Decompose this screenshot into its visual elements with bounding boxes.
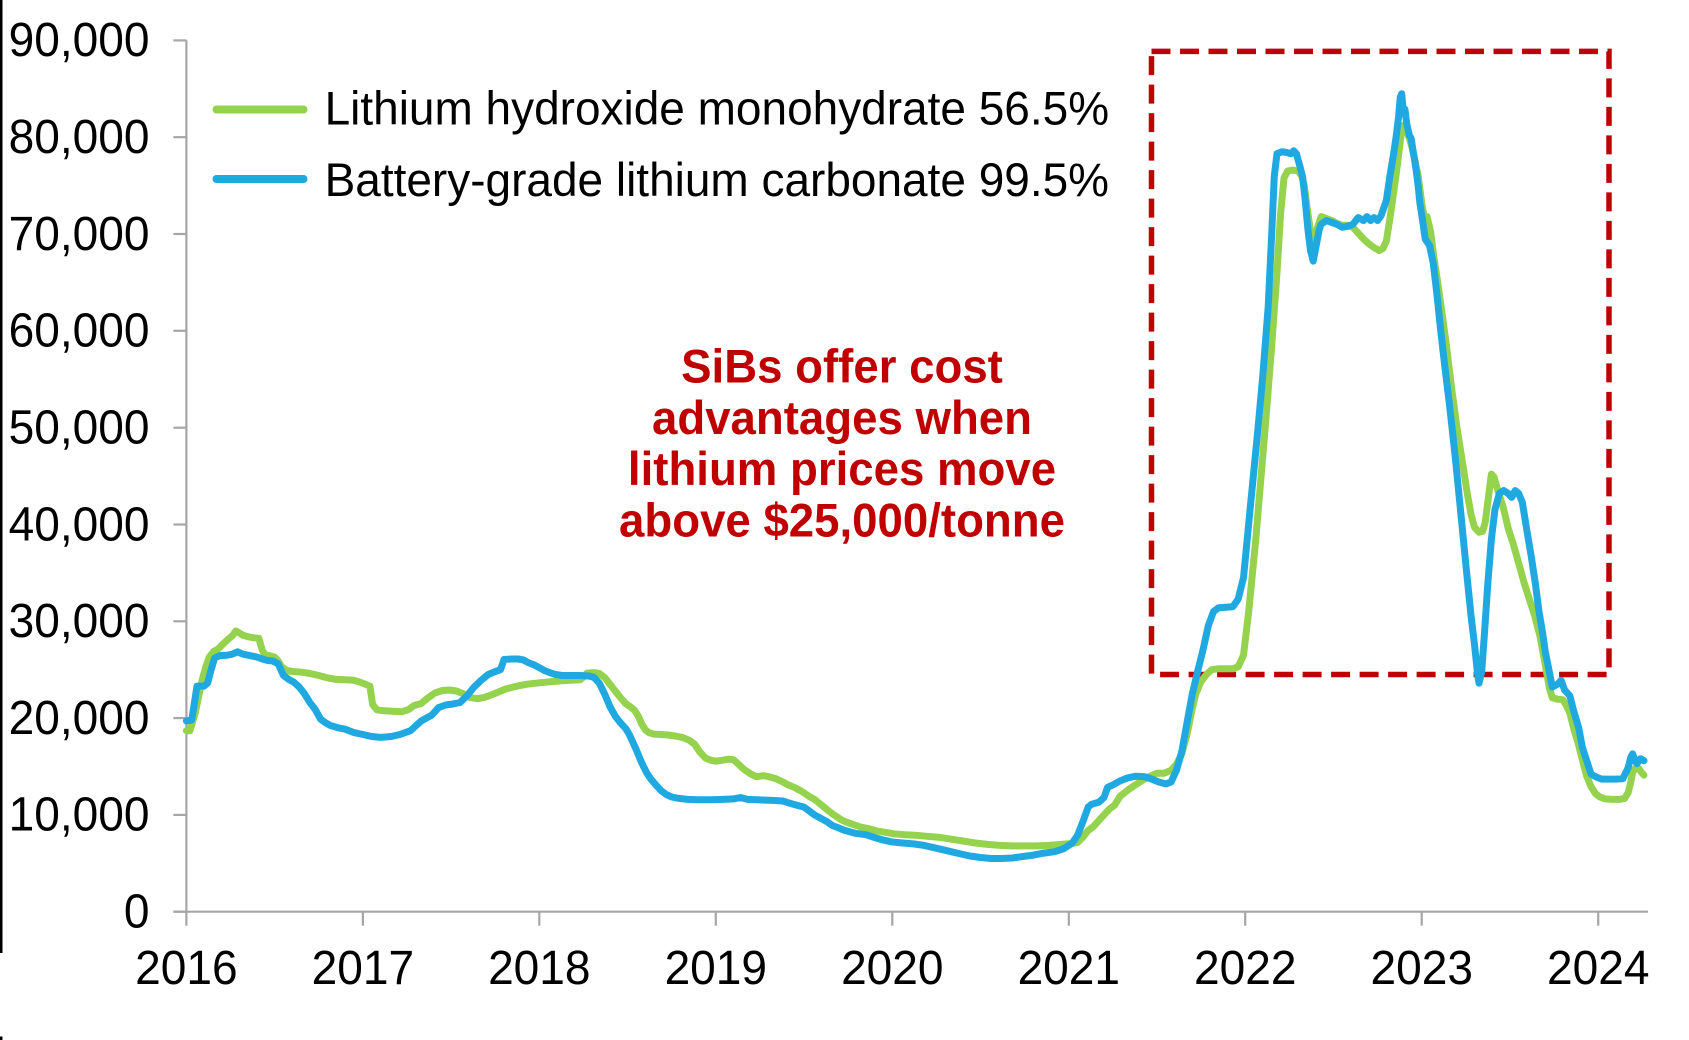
- svg-text:SiBs offer cost: SiBs offer cost: [681, 340, 1003, 393]
- svg-text:Battery-grade lithium carbonat: Battery-grade lithium carbonate 99.5%: [325, 153, 1109, 206]
- svg-text:2023: 2023: [1370, 940, 1472, 994]
- svg-text:advantages when: advantages when: [652, 391, 1032, 444]
- svg-text:80,000: 80,000: [9, 109, 150, 163]
- svg-text:2022: 2022: [1194, 940, 1296, 994]
- svg-text:2017: 2017: [312, 940, 414, 994]
- svg-text:40,000: 40,000: [9, 496, 150, 550]
- svg-text:lithium prices move: lithium prices move: [628, 443, 1056, 496]
- svg-text:2024: 2024: [1547, 940, 1649, 994]
- svg-text:50,000: 50,000: [9, 400, 150, 454]
- svg-text:90,000: 90,000: [9, 12, 150, 66]
- svg-text:2018: 2018: [488, 940, 590, 994]
- svg-text:Lithium hydroxide monohydrate: Lithium hydroxide monohydrate 56.5%: [325, 82, 1109, 135]
- svg-text:0: 0: [124, 884, 150, 938]
- svg-text:2016: 2016: [135, 940, 237, 994]
- svg-text:30,000: 30,000: [9, 593, 150, 647]
- svg-text:20,000: 20,000: [9, 690, 150, 744]
- svg-text:10,000: 10,000: [9, 787, 150, 841]
- svg-text:2021: 2021: [1018, 940, 1120, 994]
- svg-text:2019: 2019: [665, 940, 767, 994]
- svg-text:above $25,000/tonne: above $25,000/tonne: [619, 494, 1065, 547]
- svg-text:60,000: 60,000: [9, 303, 150, 357]
- svg-text:70,000: 70,000: [9, 206, 150, 260]
- svg-text:2020: 2020: [841, 940, 943, 994]
